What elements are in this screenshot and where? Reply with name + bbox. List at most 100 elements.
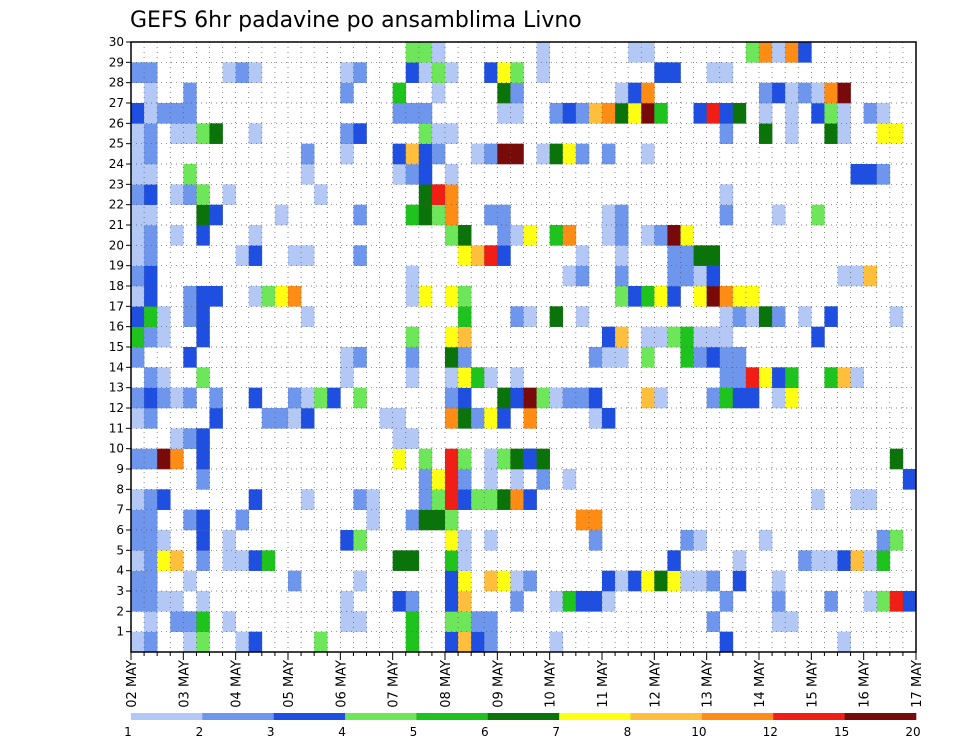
heatmap-cell-m1-4 [235, 631, 250, 653]
heatmap-cell-m5-7 [248, 550, 263, 571]
colorbar-segment-7 [630, 713, 703, 720]
heatmap-cell-m28-5 [497, 82, 511, 104]
heatmap-cell-m27-13 [615, 103, 629, 124]
heatmap-cell-m17-1 [144, 306, 158, 327]
heatmap-cell-m2-6 [445, 611, 472, 632]
heatmap-cell-m18-19 [719, 286, 734, 307]
heatmap-cell-m21-4 [248, 225, 263, 246]
heatmap-cell-m29-5 [353, 62, 367, 83]
heatmap-cell-m27-3 [170, 103, 197, 124]
heatmap-cell-m10-4 [392, 448, 407, 470]
heatmap-cell-m20-1 [144, 245, 158, 266]
heatmap-cell-m5-17 [837, 550, 851, 571]
heatmap-cell-m11-3 [392, 428, 407, 449]
colorbar-label-8: 8 [624, 725, 632, 739]
heatmap-cell-m6-9 [588, 530, 603, 551]
heatmap-cell-m14-16 [824, 367, 838, 388]
heatmap-cell-m16-14 [706, 326, 734, 348]
heatmap-cell-m5-16 [824, 550, 838, 571]
heatmap-cell-m21-11 [562, 225, 577, 246]
heatmap-cell-m16-5 [445, 326, 459, 348]
heatmap-cell-m15-10 [641, 347, 655, 368]
heatmap-cell-m20-10 [575, 245, 590, 266]
heatmap-cell-m8-9 [445, 489, 459, 510]
heatmap-cell-m13-11 [353, 387, 367, 409]
heatmap-cell-m21-12 [602, 225, 616, 246]
heatmap-cell-m19-6 [667, 265, 681, 287]
heatmap-cell-m25-13 [562, 143, 577, 165]
y-tick-label-26: 26 [109, 116, 124, 130]
heatmap-cell-m20-4 [288, 245, 315, 266]
heatmap-cell-m6-6 [445, 530, 459, 551]
heatmap-cell-m17-18 [889, 306, 904, 327]
heatmap-cell-m25-4 [392, 143, 407, 165]
heatmap-cell-m26-0 [131, 123, 145, 144]
heatmap-cell-m5-13 [732, 550, 747, 571]
heatmap-cell-m5-0 [131, 550, 145, 571]
heatmap-cell-m21-3 [196, 225, 210, 246]
heatmap-cell-m1-7 [405, 631, 420, 653]
x-tick-label-8: 10 MAY [544, 660, 559, 708]
heatmap-cell-m21-14 [641, 225, 655, 246]
heatmap-cell-m2-1 [170, 611, 197, 632]
heatmap-cell-m30-2 [536, 42, 550, 63]
heatmap-cell-m21-17 [680, 225, 694, 246]
heatmap-cell-m10-13 [889, 448, 904, 470]
heatmap-cell-m18-5 [261, 286, 276, 307]
colorbar-label-3: 3 [267, 725, 275, 739]
heatmap-cell-m8-13 [510, 489, 524, 510]
heatmap-cell-m7-6 [418, 509, 446, 531]
heatmap-cell-m24-3 [392, 164, 407, 185]
heatmap-cell-m25-14 [575, 143, 590, 165]
heatmap-cell-m30-8 [798, 42, 812, 63]
heatmap-cell-m14-10 [719, 367, 734, 388]
heatmap-cell-m4-4 [445, 570, 459, 592]
heatmap-cell-m27-16 [654, 103, 668, 124]
heatmap-cell-m26-17 [889, 123, 904, 144]
heatmap-cell-m24-5 [418, 164, 433, 185]
chart-title: GEFS 6hr padavine po ansamblima Livno [130, 8, 582, 33]
heatmap-cell-m20-8 [484, 245, 498, 266]
heatmap-cell-m19-7 [680, 265, 694, 287]
heatmap-cell-m3-9 [588, 591, 603, 612]
heatmap-cell-m13-20 [588, 387, 603, 409]
heatmap-cell-m7-2 [196, 509, 210, 531]
heatmap-cell-m29-6 [405, 62, 420, 83]
heatmap-cell-m15-2 [340, 347, 354, 368]
heatmap-cell-m23-10 [719, 184, 734, 205]
heatmap-cell-m25-15 [602, 143, 616, 165]
x-tick-label-3: 05 MAY [282, 660, 297, 708]
x-tick-label-14: 16 MAY [858, 660, 873, 708]
heatmap-cell-m20-5 [353, 245, 367, 266]
heatmap-cell-m4-3 [353, 570, 367, 592]
heatmap-cell-m8-8 [431, 489, 446, 510]
heatmap-cell-m3-3 [340, 591, 354, 612]
heatmap-cell-m1-0 [131, 631, 145, 653]
heatmap-cell-m16-4 [405, 326, 420, 348]
heatmap-cell-m6-11 [693, 530, 707, 551]
heatmap-cell-m26-15 [837, 123, 851, 144]
heatmap-cell-m21-1 [144, 225, 158, 246]
colorbar-label-10: 10 [691, 725, 706, 739]
heatmap-cell-m3-5 [405, 591, 420, 612]
heatmap-cell-m5-15 [811, 550, 825, 571]
colorbar-segment-1 [202, 713, 275, 720]
heatmap-cell-m10-5 [418, 448, 433, 470]
heatmap-cell-m17-10 [575, 306, 590, 327]
y-tick-label-16: 16 [109, 320, 124, 334]
heatmap-cell-m23-7 [418, 184, 433, 205]
heatmap-cell-m18-16 [667, 286, 681, 307]
heatmap-cell-m4-9 [523, 570, 537, 592]
heatmap-cell-m19-8 [693, 265, 707, 287]
y-tick-label-18: 18 [109, 279, 124, 293]
heatmap-cell-m16-0 [131, 326, 145, 348]
heatmap-cell-m22-0 [131, 204, 158, 226]
heatmap-cell-m25-11 [536, 143, 550, 165]
heatmap-cell-m24-2 [301, 164, 315, 185]
heatmap-cell-m13-0 [131, 387, 145, 409]
heatmap-cell-m27-0 [131, 103, 145, 124]
heatmap-cell-m16-3 [196, 326, 210, 348]
heatmap-cell-m17-9 [549, 306, 564, 327]
heatmap-cell-m29-12 [510, 62, 524, 83]
